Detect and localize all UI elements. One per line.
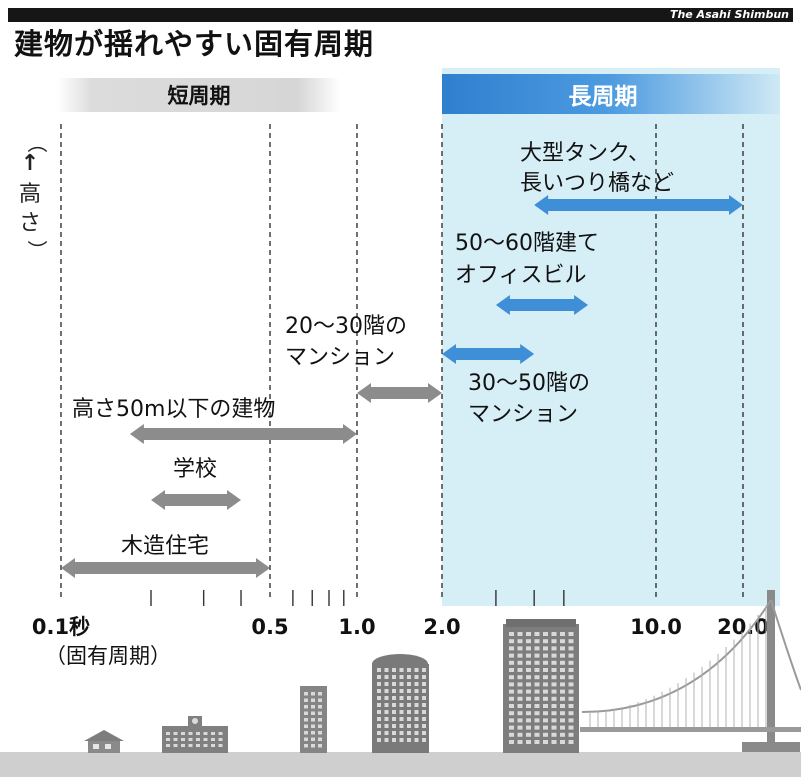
tick-label-5: 20.0 <box>717 615 769 639</box>
range-label-1-0: 50〜60階建て <box>455 231 599 256</box>
ground <box>0 752 801 777</box>
range-label-0-1: 長いつり橋など <box>520 171 674 196</box>
tick-labels: 0.1秒 0.5 1.0 2.0 10.0 20.0 <box>32 615 769 639</box>
tick-label-4: 10.0 <box>630 615 682 639</box>
range-arrows: 大型タンク、長いつり橋など50〜60階建てオフィスビル20〜30階のマンション3… <box>61 141 743 578</box>
range-arrow-0 <box>534 195 743 215</box>
range-label-4-0: 高さ50m以下の建物 <box>72 397 275 422</box>
svg-text:さ: さ <box>19 211 41 236</box>
range-4: 高さ50m以下の建物 <box>72 397 357 444</box>
buildings-illustration <box>0 590 801 777</box>
diagram-title: 建物が揺れやすい固有周期 <box>14 27 375 61</box>
svg-text:（: （ <box>25 133 49 153</box>
house-icon <box>84 730 124 753</box>
svg-text:）: ） <box>25 240 49 260</box>
range-6: 木造住宅 <box>61 534 270 578</box>
range-arrow-6 <box>61 558 270 578</box>
tick-label-3: 2.0 <box>423 615 460 639</box>
long-period-background <box>442 68 780 606</box>
short-period-band <box>58 78 340 112</box>
tick-label-0: 0.1秒 <box>32 615 90 639</box>
range-5: 学校 <box>151 457 242 510</box>
range-arrow-1 <box>495 295 589 315</box>
minor-ticks <box>150 590 565 606</box>
range-label-3-1: マンション <box>468 402 578 427</box>
svg-text:↑: ↑ <box>21 151 39 176</box>
long-period-band <box>442 74 780 114</box>
long-period-label: 長周期 <box>569 84 638 110</box>
school-icon <box>162 716 228 753</box>
range-label-1-1: オフィスビル <box>455 263 587 288</box>
range-label-5-0: 学校 <box>173 457 217 482</box>
tick-label-1: 0.5 <box>251 615 288 639</box>
range-label-2-0: 20〜30階の <box>285 314 407 339</box>
range-arrow-2 <box>357 383 442 403</box>
period-gridlines <box>60 124 744 600</box>
range-label-3-0: 30〜50階の <box>468 371 590 396</box>
range-arrow-4 <box>129 424 357 444</box>
range-arrow-5 <box>151 490 242 510</box>
credit-bar <box>8 8 793 22</box>
short-period-label: 短周期 <box>168 84 231 108</box>
range-0: 大型タンク、長いつり橋など <box>520 141 743 215</box>
range-label-0-0: 大型タンク、 <box>520 141 650 166</box>
period-axis-label: （固有周期） <box>45 644 171 668</box>
range-label-2-1: マンション <box>285 345 395 370</box>
svg-text:高: 高 <box>19 182 41 207</box>
range-label-6-0: 木造住宅 <box>121 534 209 559</box>
credit-text: The Asahi Shimbun <box>669 8 789 21</box>
tick-label-2: 1.0 <box>338 615 375 639</box>
suspension-bridge-icon <box>580 590 801 752</box>
building-windows <box>166 632 574 748</box>
office-tower-icon <box>503 619 579 753</box>
height-axis-label: （ ↑ 高 さ ） <box>19 133 49 260</box>
range-arrow-3 <box>442 344 535 364</box>
